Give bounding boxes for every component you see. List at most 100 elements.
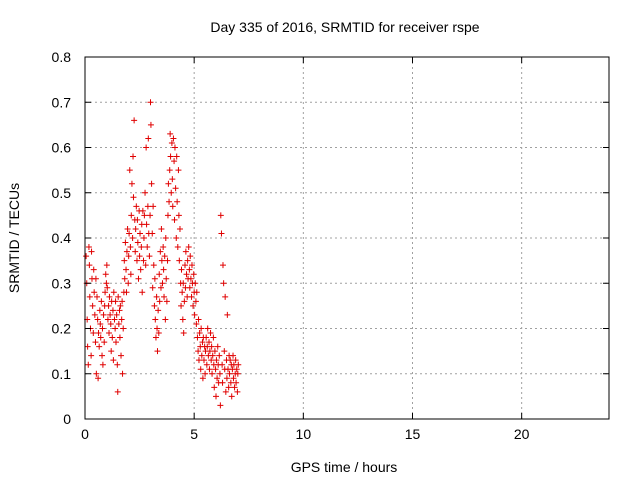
data-point: [120, 325, 127, 332]
data-point: [99, 361, 106, 368]
data-point: [110, 357, 117, 364]
data-point: [210, 334, 217, 341]
data-point: [115, 320, 122, 327]
data-point: [112, 325, 119, 332]
data-point: [114, 361, 121, 368]
data-point: [202, 370, 209, 377]
data-point: [230, 352, 237, 359]
data-point: [232, 357, 239, 364]
data-point: [209, 352, 216, 359]
data-point: [92, 339, 99, 346]
data-point: [206, 366, 213, 373]
data-point: [166, 167, 173, 174]
data-point: [217, 402, 224, 409]
data-point: [139, 207, 146, 214]
data-point: [86, 293, 93, 300]
data-point: [227, 357, 234, 364]
data-point: [160, 266, 167, 273]
data-point: [192, 280, 199, 287]
data-point: [187, 253, 194, 260]
data-point: [102, 289, 109, 296]
data-point: [84, 343, 91, 350]
data-point: [209, 370, 216, 377]
data-point: [217, 212, 224, 219]
data-point: [142, 189, 149, 196]
data-point: [155, 307, 162, 314]
y-axis-label: SRMTID / TECUs: [6, 183, 22, 293]
data-point: [101, 339, 108, 346]
data-point: [142, 262, 149, 269]
data-point: [208, 357, 215, 364]
data-point: [116, 307, 123, 314]
data-point: [167, 130, 174, 137]
tick-labels: 0 5 10 15 20 0 0.1 0.2 0.3 0.4 0.5 0.6 0.7 0.8: [52, 49, 530, 442]
data-point: [185, 244, 192, 251]
data-point: [169, 176, 176, 183]
data-point: [227, 379, 234, 386]
data-point: [178, 302, 185, 309]
data-point: [151, 302, 158, 309]
data-point: [119, 298, 126, 305]
data-point: [121, 257, 128, 264]
data-point: [228, 393, 235, 400]
data-point: [125, 253, 132, 260]
data-point: [181, 262, 188, 269]
data-point: [94, 293, 101, 300]
data-point: [158, 225, 165, 232]
data-point: [166, 198, 173, 205]
data-points: [83, 99, 242, 409]
data-point: [85, 244, 92, 251]
data-point: [231, 384, 238, 391]
data-point: [103, 262, 110, 269]
data-point: [97, 320, 104, 327]
data-point: [137, 230, 144, 237]
x-tick-label: 20: [514, 426, 530, 442]
data-point: [112, 298, 119, 305]
data-point: [226, 370, 233, 377]
data-point: [168, 139, 175, 146]
data-point: [134, 216, 141, 223]
y-tick-label: 0.7: [52, 94, 72, 110]
data-point: [156, 298, 163, 305]
data-point: [95, 330, 102, 337]
data-point: [173, 235, 180, 241]
data-point: [233, 366, 240, 373]
data-point: [89, 302, 96, 309]
data-point: [196, 330, 203, 337]
data-point: [105, 302, 112, 309]
data-point: [234, 370, 241, 377]
data-point: [107, 320, 114, 327]
data-point: [109, 307, 116, 314]
data-point: [91, 289, 98, 296]
data-point: [135, 275, 142, 282]
data-point: [146, 253, 153, 260]
data-point: [131, 117, 138, 124]
chart-title: Day 335 of 2016, SRMTID for receiver rsp…: [210, 19, 479, 35]
data-point: [164, 257, 171, 264]
y-tick-label: 0.8: [52, 49, 72, 65]
data-point: [137, 266, 144, 273]
data-point: [123, 266, 130, 273]
data-point: [214, 343, 221, 350]
data-point: [140, 235, 147, 241]
data-point: [186, 284, 193, 291]
data-point: [111, 316, 118, 323]
data-point: [163, 298, 170, 305]
y-tick-label: 0.3: [52, 275, 72, 291]
x-tick-label: 10: [296, 426, 312, 442]
data-point: [92, 275, 99, 282]
data-point: [127, 244, 134, 251]
data-point: [213, 393, 219, 400]
data-point: [192, 298, 199, 305]
data-point: [149, 230, 156, 237]
data-point: [121, 275, 128, 282]
data-point: [198, 352, 205, 359]
data-point: [154, 325, 161, 332]
data-point: [100, 311, 107, 318]
data-point: [171, 158, 178, 165]
x-tick-label: 5: [190, 426, 198, 442]
data-point: [172, 185, 179, 192]
data-point: [171, 216, 178, 223]
data-point: [114, 388, 121, 395]
data-point: [219, 262, 226, 269]
